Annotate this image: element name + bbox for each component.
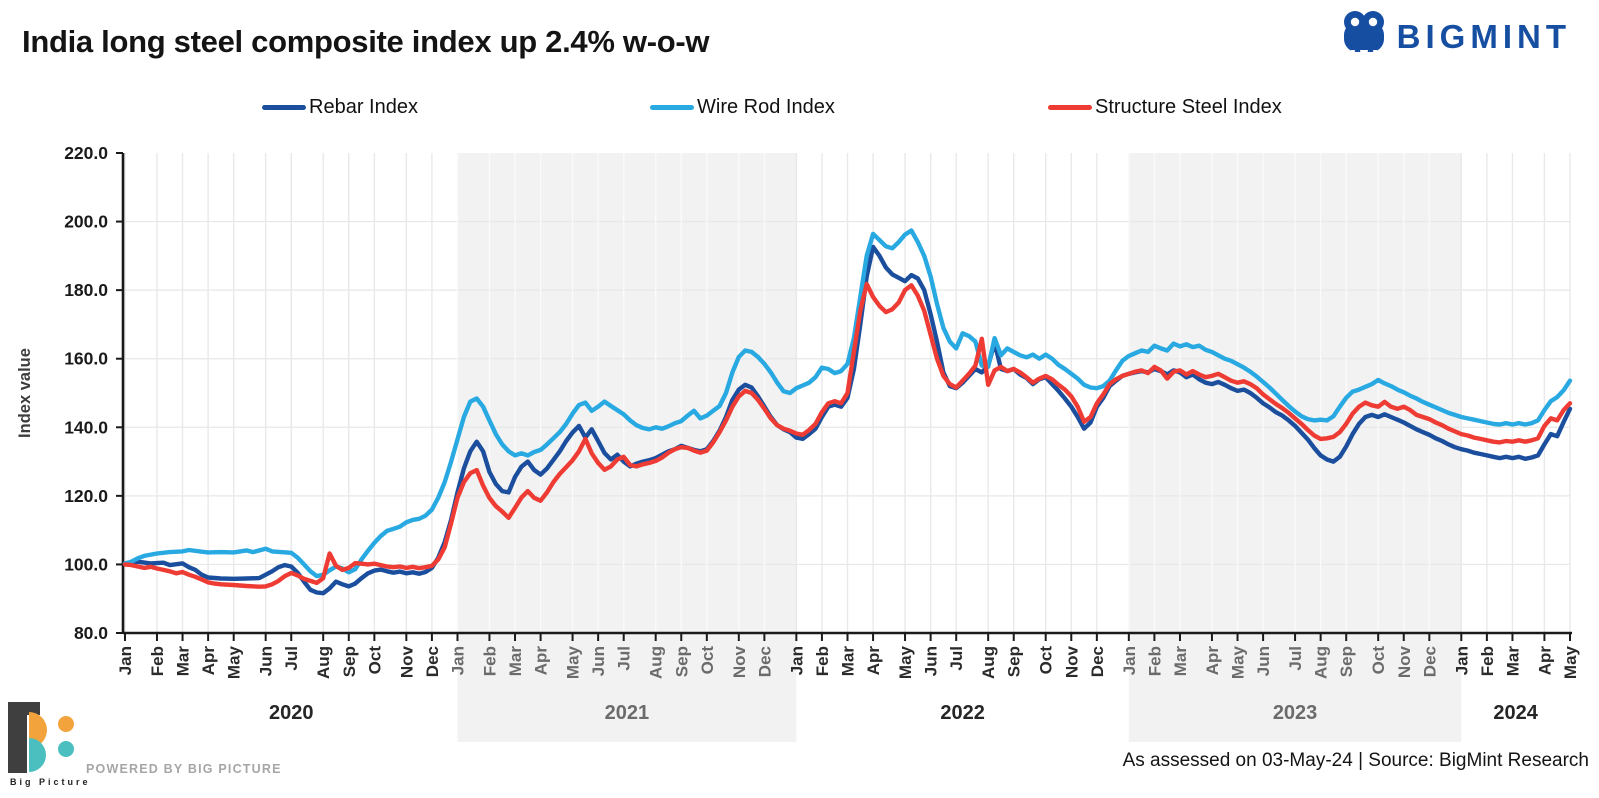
chart-title: India long steel composite index up 2.4%… [22, 24, 710, 59]
source-note: As assessed on 03-May-24 | Source: BigMi… [1122, 750, 1589, 771]
x-tick-label: Sep [1005, 646, 1024, 677]
x-tick-label: Apr [864, 646, 883, 676]
x-tick-label: Jan [116, 646, 135, 675]
bigmint-logo-icon [1343, 11, 1384, 62]
year-label: 2022 [940, 702, 985, 724]
x-tick-label: Jul [615, 646, 634, 671]
y-tick-label: 180.0 [64, 280, 108, 300]
legend-item-wire-rod: Wire Rod Index [650, 96, 835, 119]
powered-by-text: POWERED BY BIG PICTURE [86, 762, 282, 776]
structure-steel-line-swatch [1048, 105, 1092, 110]
y-tick-label: 200.0 [64, 212, 108, 232]
series-line-structure-steel-index [122, 281, 1573, 589]
x-tick-label: Apr [199, 646, 218, 676]
x-tick-label: Aug [979, 646, 998, 679]
x-tick-label: Jul [947, 646, 966, 671]
x-tick-label: Apr [1535, 646, 1554, 676]
x-tick-label: Aug [1312, 646, 1331, 679]
x-tick-label: Aug [647, 646, 666, 679]
x-tick-label: Jun [589, 646, 608, 676]
legend: Rebar Index Wire Rod Index Structure Ste… [0, 96, 1599, 124]
x-tick-label: Aug [314, 646, 333, 679]
x-tick-label: Oct [1369, 646, 1388, 675]
x-tick-label: Jul [282, 646, 301, 671]
series-line-wire-rod-index [122, 228, 1573, 579]
y-tick-label: 220.0 [64, 143, 108, 163]
legend-item-rebar: Rebar Index [262, 96, 418, 119]
x-tick-label: Mar [1171, 646, 1190, 677]
x-tick-label: May [1229, 645, 1248, 679]
x-tick-label: Oct [1037, 646, 1056, 675]
x-tick-label: Apr [1203, 646, 1222, 676]
y-tick-label: 100.0 [64, 554, 108, 574]
year-band-2021 [457, 153, 797, 742]
x-tick-label: Sep [1337, 646, 1356, 677]
x-tick-label: May [896, 645, 915, 679]
y-tick-label: 120.0 [64, 486, 108, 506]
x-tick-label: Feb [1145, 646, 1164, 676]
x-tick-label: Jan [1120, 646, 1139, 675]
x-tick-label: Nov [730, 645, 749, 678]
x-tick-label: May [564, 645, 583, 679]
x-tick-label: Mar [839, 646, 858, 677]
x-tick-label: Dec [755, 646, 774, 677]
legend-item-structure-steel: Structure Steel Index [1048, 96, 1282, 119]
x-tick-label: Mar [174, 646, 193, 677]
x-tick-label: Nov [1395, 645, 1414, 678]
year-label: 2024 [1493, 702, 1538, 724]
x-tick-label: Jan [787, 646, 806, 675]
wire-rod-line-swatch [650, 105, 694, 110]
x-tick-label: Feb [813, 646, 832, 676]
y-tick-label: 140.0 [64, 417, 108, 437]
x-tick-label: Jul [1286, 646, 1305, 671]
big-picture-logo-text: Big Picture [10, 777, 91, 787]
x-tick-label: Jan [1452, 646, 1471, 675]
x-tick-label: Jun [257, 646, 276, 676]
x-tick-label: Feb [480, 646, 499, 676]
legend-label-structure-steel: Structure Steel Index [1095, 96, 1282, 118]
x-tick-label: Mar [1503, 646, 1522, 677]
x-tick-label: Jun [1254, 646, 1273, 676]
x-tick-label: Dec [423, 646, 442, 677]
rebar-line-swatch [262, 105, 306, 110]
x-tick-label: Mar [506, 646, 525, 677]
x-tick-label: Jan [448, 646, 467, 675]
x-tick-label: Nov [397, 645, 416, 678]
legend-label-rebar: Rebar Index [309, 96, 418, 118]
x-tick-label: Oct [365, 646, 384, 675]
x-tick-label: Sep [340, 646, 359, 677]
big-picture-logo-icon [8, 702, 74, 773]
x-tick-label: Feb [148, 646, 167, 676]
x-tick-label: Dec [1088, 646, 1107, 677]
y-tick-label: 80.0 [74, 623, 108, 643]
x-tick-label: Apr [532, 646, 551, 676]
x-tick-label: Feb [1478, 646, 1497, 676]
series-line-rebar-index [122, 244, 1573, 596]
bigmint-logo: BIGMINT [1339, 10, 1571, 64]
legend-label-wire-rod: Wire Rod Index [697, 96, 835, 118]
y-tick-label: 160.0 [64, 349, 108, 369]
year-label: 2020 [269, 702, 314, 724]
bigmint-logo-text: BIGMINT [1396, 18, 1571, 55]
x-tick-label: Dec [1420, 646, 1439, 677]
x-tick-label: Nov [1062, 645, 1081, 678]
x-tick-label: May [225, 645, 244, 679]
year-label: 2023 [1273, 702, 1318, 724]
x-tick-label: May [1561, 645, 1580, 679]
y-axis-title: Index value [16, 348, 34, 438]
x-tick-label: Oct [698, 646, 717, 675]
x-tick-label: Jun [922, 646, 941, 676]
x-tick-label: Sep [672, 646, 691, 677]
year-label: 2021 [605, 702, 650, 724]
